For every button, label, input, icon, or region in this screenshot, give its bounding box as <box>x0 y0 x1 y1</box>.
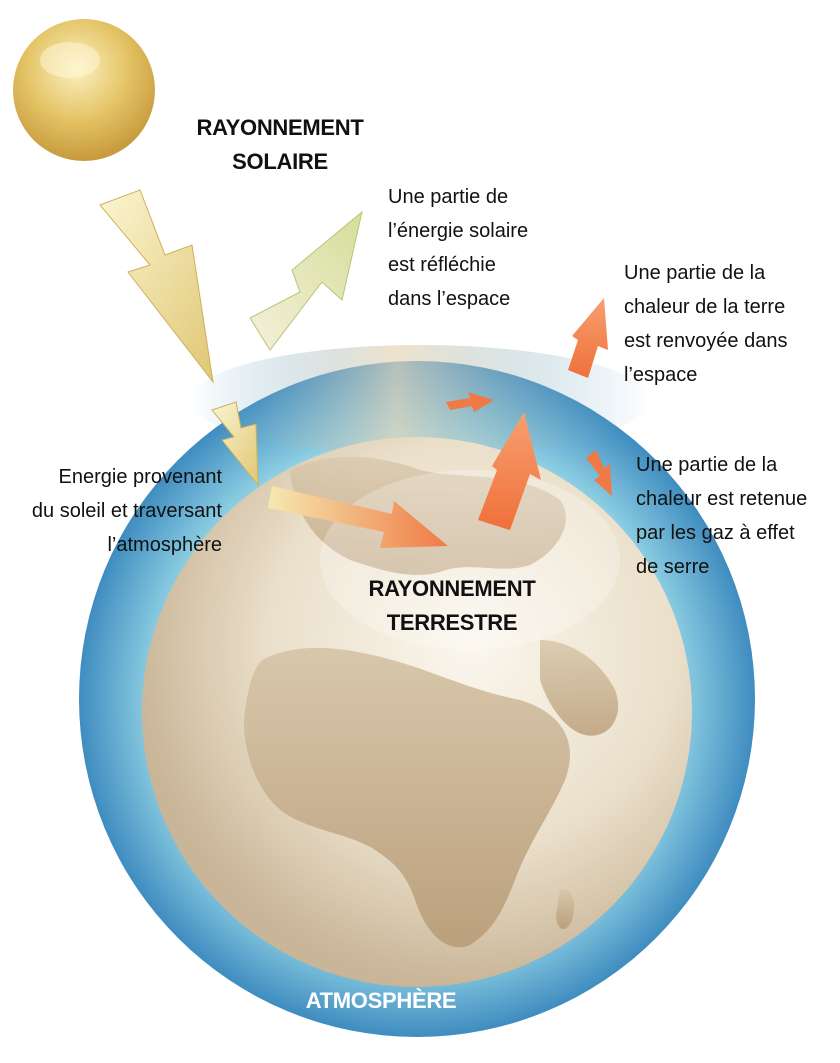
solar-radiation-label: RAYONNEMENT SOLAIRE <box>196 115 364 174</box>
africa-land <box>244 647 570 948</box>
heat-escape-arrow <box>568 298 608 378</box>
madagascar-land <box>556 889 575 930</box>
energy-from-sun-label: Energie provenant du soleil et traversan… <box>31 466 222 556</box>
reflected-energy-label: Une partie de l’énergie solaire est réfl… <box>388 186 529 310</box>
reflected-energy-arrow <box>249 210 363 351</box>
sun-icon <box>13 19 155 161</box>
solar-arrow-through-atmosphere <box>211 401 259 487</box>
earth-globe <box>142 437 692 987</box>
atmosphere-label: ATMOSPHÈRE <box>305 988 457 1013</box>
solar-to-heat-arrow <box>268 486 448 548</box>
retained-heat-arrow-right <box>586 450 612 496</box>
terrestrial-radiation-arrow <box>478 412 541 530</box>
retained-heat-arrow-left <box>446 392 494 412</box>
heat-retained-label: Une partie de la chaleur est retenue par… <box>636 454 808 578</box>
terrestrial-radiation-label: RAYONNEMENT TERRESTRE <box>368 576 536 635</box>
solar-radiation-arrow <box>99 189 214 384</box>
earth-heat-escape-label: Une partie de la chaleur de la terre est… <box>624 262 788 386</box>
arabia-land <box>540 640 619 736</box>
